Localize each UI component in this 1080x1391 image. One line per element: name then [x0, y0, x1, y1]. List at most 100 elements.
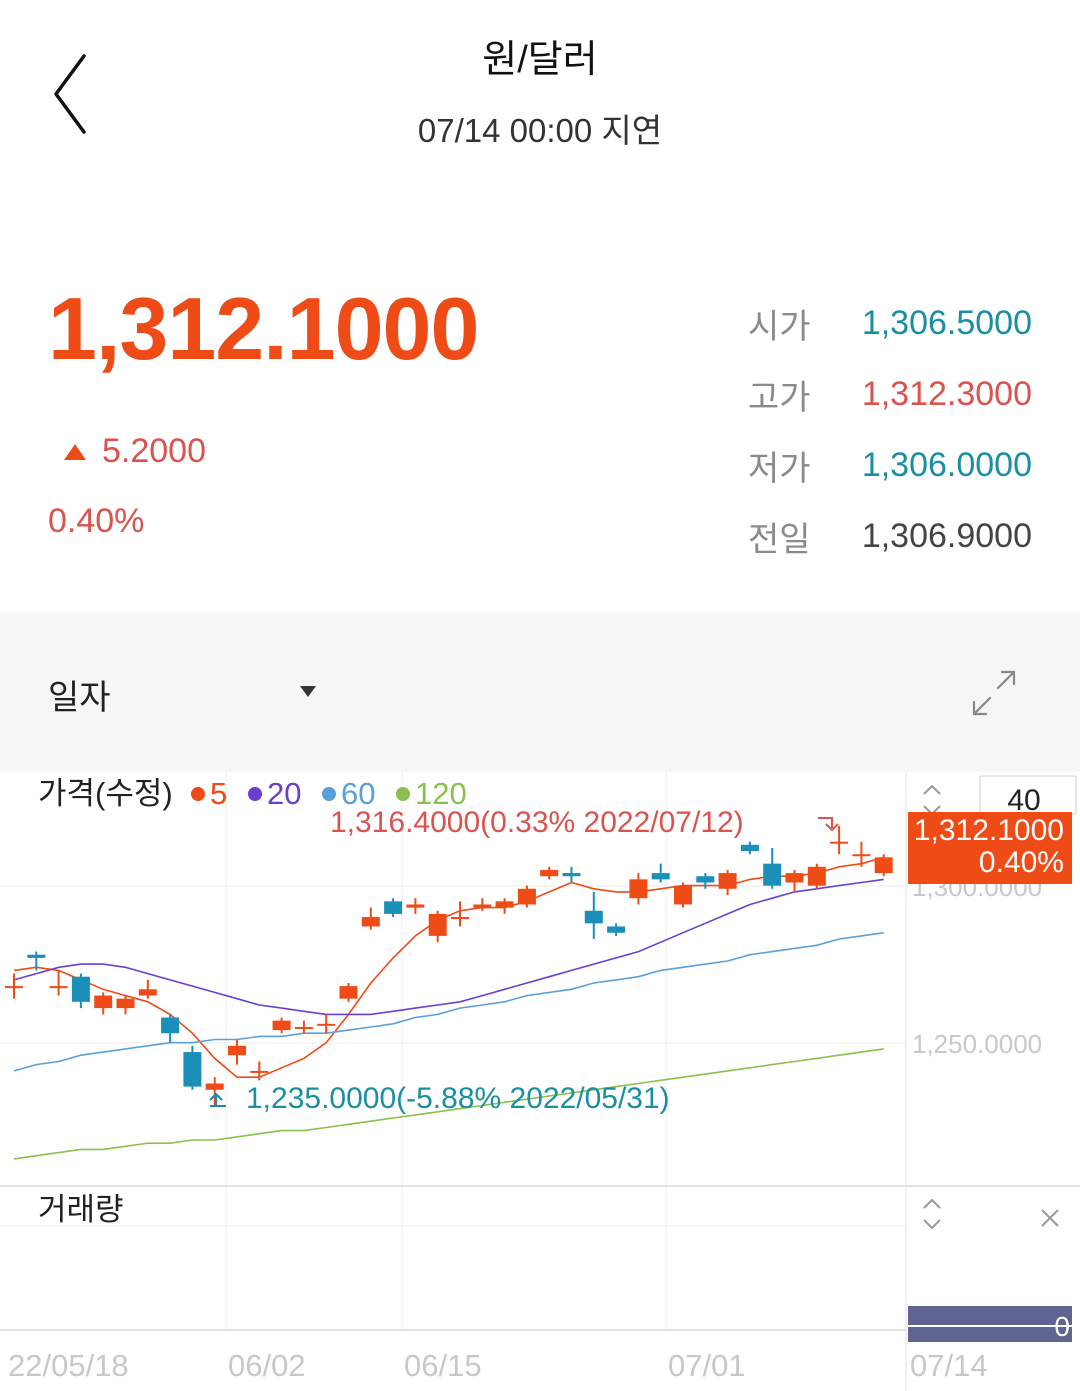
- price-change: 5.2000: [64, 432, 206, 471]
- page-title: 원/달러: [482, 39, 598, 81]
- candle: [696, 873, 715, 889]
- current-price-tag: [908, 812, 1072, 884]
- candle: [272, 1017, 291, 1034]
- stat-value: 1,312.3000: [861, 375, 1032, 413]
- x-tick-label: 06/02: [228, 1348, 306, 1383]
- chart-grid: [0, 772, 1080, 1391]
- x-tick-label: 07/14: [910, 1348, 988, 1383]
- candle: [250, 1061, 269, 1081]
- candle: [517, 885, 536, 908]
- candle: [94, 992, 113, 1015]
- candle: [785, 869, 804, 892]
- chart-toolbar: [0, 612, 1080, 772]
- candle: [5, 973, 23, 999]
- price-series-label: 가격(수정): [38, 776, 173, 811]
- moving-average-lines: [13, 856, 884, 1160]
- stat-label: 고가: [748, 379, 811, 417]
- high-annotation: 1,316.4000(0.33% 2022/07/12): [330, 806, 744, 839]
- candle: [674, 882, 692, 908]
- candle: [384, 898, 403, 918]
- high-marker-icon: [818, 817, 839, 832]
- candle: [852, 841, 871, 867]
- quote-time: 07/14 00:00 지연: [417, 112, 663, 149]
- visible-count-box[interactable]: [979, 775, 1077, 815]
- legend-entry: 5: [210, 776, 227, 811]
- volume-scale-icon[interactable]: [923, 1198, 941, 1230]
- candle: [317, 1014, 336, 1034]
- ma-20-line: [13, 878, 884, 1016]
- scale-updown-icon[interactable]: [923, 784, 941, 816]
- ma-legend: 5 20 60 120: [191, 776, 467, 811]
- close-volume-icon[interactable]: [1041, 1209, 1059, 1227]
- stat-label: 저가: [748, 450, 811, 488]
- price-chart[interactable]: 가격(수정) 5 20 60 120 1,316.4000(0.33% 2022/07…: [0, 772, 1080, 1391]
- ma-60-line: [13, 931, 884, 1072]
- candle: [183, 1045, 202, 1090]
- stat-label: 시가: [748, 308, 811, 346]
- candle: [651, 863, 670, 883]
- current-price-tag-value: 1,312.1000: [914, 814, 1064, 847]
- candle: [740, 841, 759, 855]
- candle: [451, 901, 469, 927]
- volume-tag-value: 0: [1054, 1311, 1070, 1342]
- price-change-value: 5.2000: [102, 432, 206, 470]
- stat-value: 1,306.5000: [861, 304, 1032, 342]
- stat-label: 전일: [748, 521, 811, 559]
- candle: [71, 973, 90, 1009]
- ma-120-line: [13, 1048, 884, 1160]
- current-price: 1,312.1000: [48, 279, 479, 378]
- candles: [5, 825, 893, 1106]
- candle: [27, 951, 46, 971]
- volume-tag: [908, 1306, 1072, 1342]
- period-select[interactable]: 일자: [48, 679, 111, 717]
- candle: [228, 1039, 246, 1065]
- stat-value: 1,306.0000: [861, 446, 1032, 484]
- candle: [161, 1014, 180, 1043]
- candle: [763, 847, 782, 889]
- legend-dot: [191, 787, 205, 801]
- change-rate: 0.40%: [48, 502, 145, 540]
- candle: [584, 891, 603, 940]
- candle: [205, 1077, 224, 1106]
- legend-entry: 120: [415, 776, 467, 811]
- candle: [562, 866, 581, 883]
- candle: [428, 910, 447, 943]
- candle: [807, 863, 826, 889]
- low-marker-icon: [209, 1092, 226, 1107]
- dropdown-arrow-icon[interactable]: [300, 686, 316, 697]
- stat-open: 시가 1,306.5000: [748, 288, 1032, 359]
- candle: [629, 873, 648, 905]
- legend-dot: [396, 787, 410, 801]
- candle: [339, 982, 358, 1002]
- x-tick-label: 22/05/18: [8, 1348, 129, 1383]
- candle: [718, 869, 737, 896]
- stat-high: 고가 1,312.3000: [748, 359, 1032, 430]
- volume-label: 거래량: [38, 1192, 124, 1227]
- candle: [49, 970, 68, 996]
- candle: [294, 1020, 313, 1034]
- ma-5-line: [13, 856, 884, 1079]
- stat-value: 1,306.9000: [861, 517, 1032, 555]
- candle: [361, 907, 380, 930]
- candle: [495, 898, 514, 914]
- back-chevron-icon[interactable]: [48, 52, 94, 136]
- candle: [540, 866, 559, 880]
- candle: [473, 898, 492, 911]
- x-tick-label: 07/01: [668, 1348, 746, 1383]
- visible-count: 40: [1007, 784, 1040, 817]
- y-tick-label: 1,250.0000: [912, 1029, 1042, 1059]
- candle: [607, 923, 626, 936]
- legend-dot: [248, 787, 262, 801]
- legend-dot: [322, 787, 336, 801]
- price-stats: 시가 1,306.5000 고가 1,312.3000 저가 1,306.000…: [748, 288, 1032, 572]
- candle: [138, 979, 157, 999]
- x-tick-label: 06/15: [404, 1348, 482, 1383]
- low-annotation: 1,235.0000(-5.88% 2022/05/31): [246, 1082, 670, 1115]
- candle: [874, 854, 893, 877]
- candle: [406, 898, 425, 914]
- up-triangle-icon: [64, 443, 86, 460]
- expand-icon[interactable]: [968, 668, 1020, 718]
- candle: [116, 995, 135, 1015]
- legend-entry: 20: [267, 776, 301, 811]
- stat-low: 저가 1,306.0000: [748, 430, 1032, 501]
